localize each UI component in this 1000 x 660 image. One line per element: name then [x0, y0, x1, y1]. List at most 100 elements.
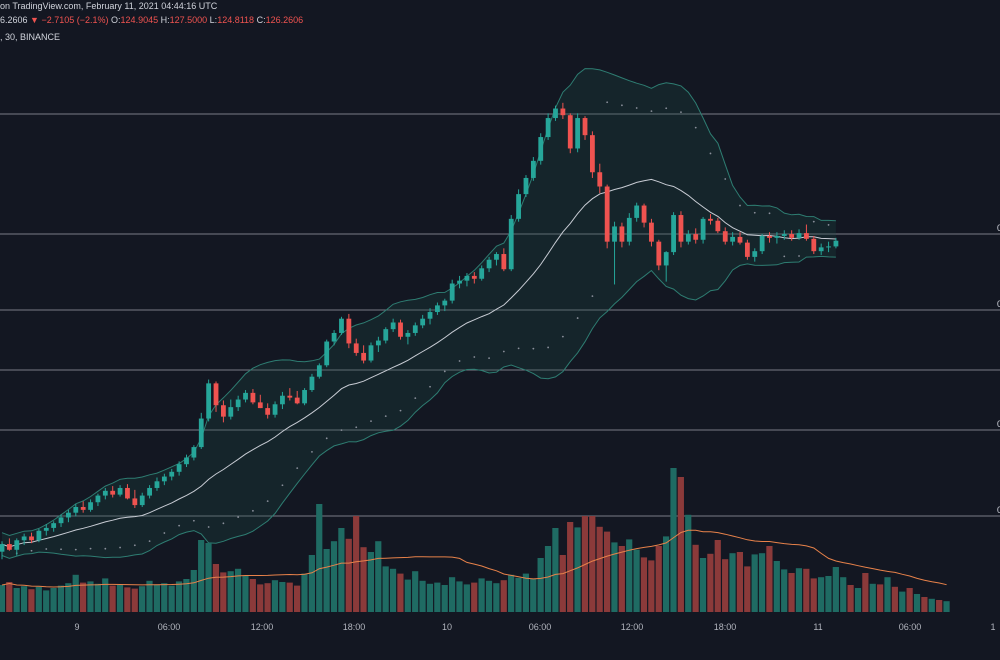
volume-bar: [161, 583, 168, 612]
sar-dot: [473, 356, 476, 358]
candle-body: [221, 405, 226, 417]
candle-body: [272, 404, 278, 415]
volume-bar: [102, 578, 109, 612]
bollinger-lower: [1, 255, 836, 559]
candle-body: [206, 383, 212, 419]
x-tick-label: 06:00: [529, 622, 552, 632]
bollinger-fill: [2, 68, 836, 559]
x-tick-label: 18:00: [714, 622, 737, 632]
candle-body: [169, 471, 175, 477]
volume-bar: [515, 577, 522, 612]
sar-dot: [709, 152, 712, 155]
level-label: 0: [997, 223, 1000, 233]
candle-body: [147, 487, 152, 496]
candle-body: [538, 137, 544, 161]
candle-body: [826, 246, 831, 248]
volume-bar: [205, 543, 212, 612]
candle-body: [575, 118, 581, 149]
sar-dot: [827, 224, 830, 226]
volume-bar: [353, 516, 360, 612]
candle-body: [139, 495, 145, 506]
volume-bar: [677, 477, 684, 612]
sar-dot: [724, 178, 727, 180]
sar-dot: [665, 107, 668, 110]
volume-bar: [375, 541, 382, 612]
candle-body: [449, 283, 455, 301]
candle-body: [309, 376, 315, 391]
volume-bar: [640, 557, 648, 612]
sar-dot: [207, 526, 210, 528]
chart-header-line1: on TradingView.com, February 11, 2021 04…: [0, 1, 217, 11]
volume-bar: [131, 588, 138, 612]
candle-body: [442, 300, 448, 306]
sar-dot: [429, 385, 431, 388]
volume-bar: [79, 582, 87, 612]
candle-body: [375, 340, 381, 346]
candle-body: [250, 392, 256, 403]
candle-body: [280, 395, 285, 405]
volume-bar: [544, 546, 552, 612]
chart-header-values: 6.2606 ▼ −2.7105 (−2.1%) O:124.9045 H:12…: [0, 15, 303, 25]
sar-dot: [384, 415, 387, 418]
volume-bar: [389, 568, 397, 612]
sar-dot: [621, 104, 623, 107]
candle-body: [353, 343, 359, 353]
candle-body: [523, 177, 529, 195]
volume-bar: [552, 528, 559, 612]
candle-body: [191, 447, 197, 458]
volume-bar: [884, 577, 891, 612]
volume-bar: [928, 598, 935, 612]
volume-bar: [773, 561, 780, 612]
volume-bar: [463, 584, 470, 612]
volume-bar: [781, 569, 788, 612]
candle-body: [752, 251, 758, 257]
volume-bar: [943, 601, 950, 612]
sar-dot: [281, 484, 284, 487]
candle-body: [287, 395, 293, 398]
sar-dot: [222, 522, 225, 525]
sar-dot: [266, 500, 269, 503]
volume-bar: [456, 581, 463, 612]
sar-dot: [119, 546, 121, 549]
volume-bar: [722, 559, 729, 612]
candle-body: [796, 233, 802, 238]
volume-bar: [382, 566, 389, 612]
x-tick-label: 1: [990, 622, 995, 632]
volume-bar: [146, 580, 153, 612]
volume-bar: [286, 582, 293, 612]
volume-bar: [227, 571, 234, 612]
volume-bar: [493, 583, 500, 612]
volume-bar: [124, 587, 131, 612]
sar-dot: [635, 107, 638, 109]
volume-bar: [596, 526, 603, 612]
candle-body: [641, 205, 647, 223]
volume-bar: [441, 585, 448, 612]
candle-body: [774, 235, 780, 238]
candle-body: [102, 490, 108, 496]
volume-bar: [537, 558, 544, 612]
sar-dot: [237, 516, 240, 518]
candle-body: [590, 135, 595, 173]
x-tick-label: 06:00: [158, 622, 181, 632]
candle-body: [117, 487, 123, 495]
header-source: on TradingView.com, February 11, 2021 04…: [0, 1, 218, 11]
volume-bar: [301, 573, 308, 612]
candle-body: [184, 457, 189, 465]
candle-body: [257, 402, 263, 409]
volume-bar: [330, 541, 338, 612]
candle-body: [604, 186, 610, 242]
sar-dot: [561, 335, 564, 338]
candle-body: [235, 399, 241, 408]
sar-dot: [74, 548, 77, 551]
volume-bar: [508, 574, 515, 612]
candle-body: [21, 536, 27, 541]
volume-bar: [921, 597, 928, 612]
level-lines: [0, 113, 1000, 517]
candle-body: [767, 235, 772, 238]
volume-bar: [87, 581, 94, 612]
volume-bar: [242, 575, 249, 612]
volume-bar: [611, 542, 618, 612]
volume-bar: [744, 566, 751, 612]
header-high-label: H:: [160, 15, 170, 25]
